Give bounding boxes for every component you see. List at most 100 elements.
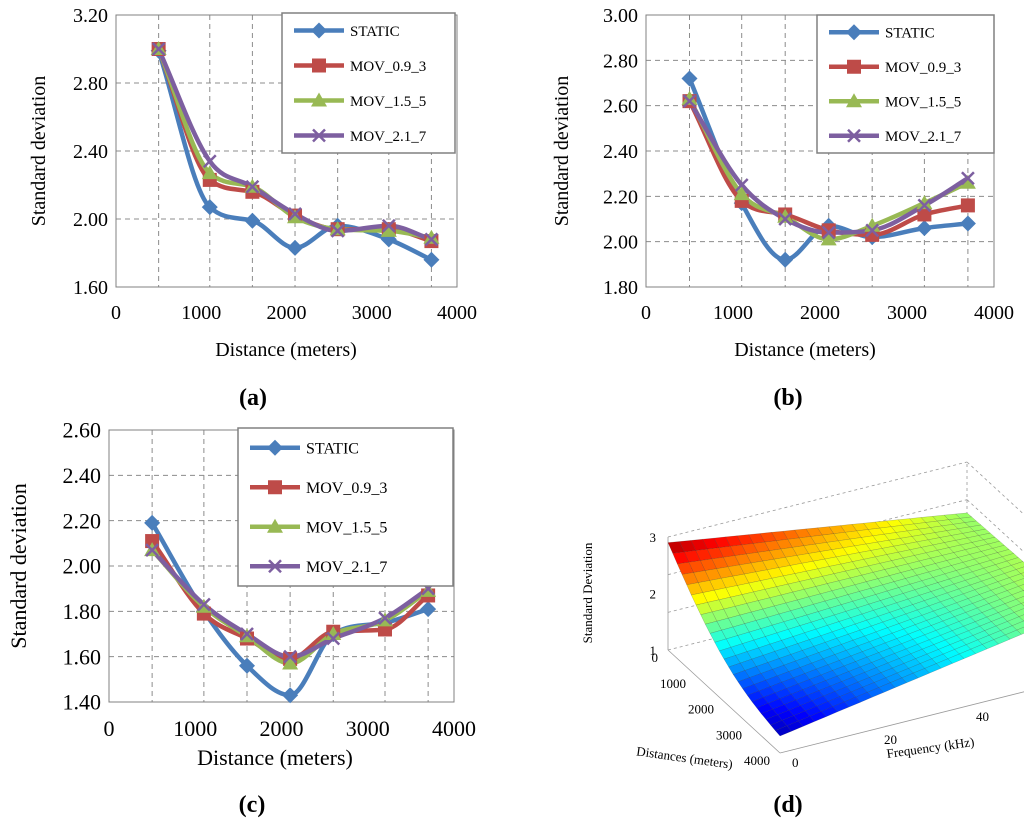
data-point-MOV_1.5_5 [329, 221, 346, 236]
data-point-MOV_2.1_7 [151, 42, 166, 56]
y-tick-label: 2.40 [63, 463, 102, 488]
data-point-MOV_1.5_5 [325, 626, 342, 640]
legend-marker [268, 480, 282, 495]
y-tick-label: 2.80 [603, 50, 638, 72]
data-point-STATIC [282, 687, 299, 704]
chart-a: 1.60 2.00 2.40 2.80 3.20 0 1000 2000 3000 4000 D… [28, 5, 477, 411]
panel-label-d: (d) [773, 792, 802, 818]
legend-marker [267, 439, 283, 456]
legend-marker [311, 22, 327, 39]
data-point-MOV_2.1_7 [283, 649, 298, 664]
data-point-MOV_2.1_7 [245, 179, 260, 194]
x-tick-label: 2000 [688, 702, 714, 717]
legend-a: STATIC MOV_0.9_3 MOV_1.5_5 MOV_2.1_7 [281, 12, 456, 154]
axes-box-line [779, 691, 1024, 754]
legend-label: MOV_0.9_3 [885, 60, 961, 76]
axes-box-line [667, 649, 781, 754]
x-axis-label-a: Distance (meters) [215, 339, 357, 361]
axes-box-line [966, 461, 1024, 515]
data-point-STATIC [423, 251, 440, 268]
data-point-MOV_1.5_5 [287, 209, 304, 224]
data-point-STATIC [420, 601, 437, 618]
legend-marker [267, 518, 283, 533]
legend-marker [312, 128, 326, 143]
y-tick-label: 1.60 [63, 644, 102, 669]
x-ticks-b: 0 1000 2000 3000 4000 [641, 302, 1014, 324]
y-tick-label: 2.80 [73, 73, 108, 95]
panel-label-b: (b) [773, 385, 802, 411]
data-point-MOV_2.1_7 [240, 627, 254, 641]
data-point-MOV_2.1_7 [202, 154, 217, 169]
data-point-MOV_0.9_3 [821, 223, 836, 238]
data-point-MOV_2.1_7 [917, 198, 932, 213]
y-ticks-a: 1.60 2.00 2.40 2.80 3.20 [73, 5, 108, 299]
data-point-STATIC [239, 657, 255, 674]
data-point-MOV_1.5_5 [380, 222, 397, 237]
data-point-STATIC [681, 70, 698, 87]
legend-label: MOV_1.5_5 [350, 94, 426, 110]
y-tick-label: 2.60 [63, 418, 102, 443]
legend-c: STATIC MOV_0.9_3 MOV_1.5_5 MOV_2.1_7 [237, 427, 454, 587]
legend-marker [847, 128, 861, 143]
y-axis-label-c: Standard deviation [6, 483, 31, 649]
data-point-MOV_2.1_7 [682, 94, 697, 109]
x-tick-label: 0 [641, 302, 651, 324]
data-point-MOV_0.9_3 [960, 198, 975, 213]
z-tick-label: 1 [650, 643, 657, 658]
data-point-MOV_2.1_7 [778, 212, 793, 226]
data-point-MOV_0.9_3 [917, 207, 932, 222]
y-axis-label-a: Standard deviation [28, 76, 50, 227]
x-tick-label: 2000 [800, 302, 840, 324]
legend-marker [311, 92, 327, 107]
y-tick-label: 1.80 [603, 277, 638, 299]
z-tick-label: 3 [650, 530, 657, 545]
x-tick-label: 0 [104, 716, 115, 741]
x-tick-label: 4000 [974, 302, 1014, 324]
x-axis-label-c: Distance (meters) [197, 745, 353, 770]
chart-b: 1.80 2.00 2.20 2.40 2.60 2.80 3.00 0 1000 2000 30… [551, 5, 1014, 411]
y-tick-label: 0 [792, 755, 799, 770]
data-point-MOV_2.1_7 [381, 218, 396, 233]
x-tick-label: 3000 [887, 302, 927, 324]
data-point-MOV_1.5_5 [423, 229, 440, 244]
y-tick-label: 2.60 [603, 96, 638, 118]
axes-box-line [966, 499, 1024, 553]
data-point-MOV_2.1_7 [378, 611, 392, 626]
legend-label: STATIC [306, 440, 359, 457]
data-point-MOV_2.1_7 [196, 597, 211, 612]
data-point-MOV_2.1_7 [330, 224, 345, 238]
legend-label: MOV_2.1_7 [306, 559, 387, 576]
data-point-STATIC [959, 215, 976, 232]
legend-b: STATIC MOV_0.9_3 MOV_1.5_5 MOV_2.1_7 [816, 14, 995, 154]
surface-d [667, 512, 1024, 737]
z-ticks-d: 1 2 3 [650, 530, 657, 658]
data-point-MOV_2.1_7 [734, 178, 749, 192]
x-axis-label-b: Distance (meters) [734, 339, 876, 361]
data-point-MOV_1.5_5 [777, 208, 794, 223]
z-tick-label: 2 [650, 587, 657, 602]
x-tick-label: 1000 [173, 716, 217, 741]
y-tick-label: 20 [884, 732, 897, 747]
legend-label: MOV_1.5_5 [885, 95, 961, 111]
data-point-MOV_0.9_3 [145, 534, 160, 549]
series-a [150, 41, 440, 268]
data-point-MOV_2.1_7 [424, 232, 439, 247]
x-tick-label: 2000 [260, 716, 304, 741]
x-tick-label: 1000 [713, 302, 753, 324]
y-tick-label: 40 [976, 709, 989, 724]
data-point-MOV_1.5_5 [916, 195, 933, 210]
y-tick-label: 2.00 [73, 209, 108, 231]
x-tick-label: 0 [111, 302, 121, 324]
y-tick-label: 3.20 [73, 5, 108, 27]
x-ticks-c: 0 1000 2000 3000 4000 [104, 716, 477, 741]
data-point-MOV_1.5_5 [733, 186, 750, 201]
legend-marker [846, 24, 862, 41]
x-tick-label: 4000 [744, 753, 770, 768]
data-point-MOV_2.1_7 [865, 223, 880, 238]
data-point-MOV_2.1_7 [288, 207, 302, 221]
data-point-STATIC [201, 199, 218, 216]
x-tick-label: 4000 [437, 302, 477, 324]
y-axis-label-d: Frequency (kHz) [886, 734, 976, 761]
